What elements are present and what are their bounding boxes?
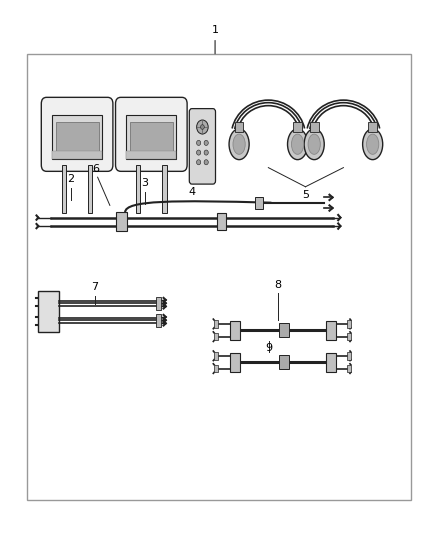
Ellipse shape (197, 120, 208, 134)
Bar (326, 321, 336, 340)
Text: 3: 3 (141, 178, 148, 188)
Bar (155, 314, 161, 327)
Bar (117, 212, 127, 231)
Bar (230, 321, 240, 340)
Bar (235, 123, 244, 132)
Text: 6: 6 (92, 164, 99, 174)
Bar (130, 122, 173, 152)
Bar (347, 365, 351, 372)
FancyBboxPatch shape (189, 109, 215, 184)
Ellipse shape (304, 129, 324, 160)
Text: 8: 8 (274, 280, 282, 290)
Bar (38, 292, 59, 332)
Ellipse shape (229, 129, 249, 160)
Ellipse shape (197, 150, 201, 155)
Bar (52, 115, 102, 159)
FancyBboxPatch shape (41, 98, 113, 171)
Bar (88, 165, 92, 213)
Bar (126, 115, 177, 159)
Bar (293, 123, 302, 132)
Ellipse shape (367, 134, 379, 155)
Bar (214, 333, 218, 341)
Bar (214, 320, 218, 328)
Bar (136, 165, 141, 213)
Bar (230, 353, 240, 372)
Bar (279, 356, 289, 369)
Bar (62, 165, 66, 213)
Ellipse shape (291, 134, 304, 155)
Bar (310, 123, 318, 132)
Text: 2: 2 (67, 174, 74, 184)
Ellipse shape (197, 160, 201, 165)
Text: 5: 5 (302, 190, 309, 200)
Bar (214, 352, 218, 360)
Text: 9: 9 (266, 343, 273, 353)
Bar (347, 333, 351, 341)
Bar (255, 197, 263, 209)
Bar (347, 320, 351, 328)
Bar (326, 353, 336, 372)
FancyBboxPatch shape (116, 98, 187, 171)
Text: 1: 1 (212, 25, 219, 54)
Bar (126, 151, 177, 159)
Bar (162, 165, 166, 213)
Bar (368, 123, 377, 132)
Bar (347, 352, 351, 360)
Bar (52, 151, 102, 159)
Bar (56, 122, 99, 152)
Bar (27, 54, 411, 500)
Ellipse shape (204, 140, 208, 146)
Text: 7: 7 (91, 282, 98, 292)
Ellipse shape (204, 160, 208, 165)
Ellipse shape (233, 134, 245, 155)
Ellipse shape (363, 129, 383, 160)
Bar (279, 324, 289, 337)
Ellipse shape (287, 129, 307, 160)
Bar (217, 213, 226, 230)
Bar (214, 365, 218, 372)
Bar (155, 297, 161, 310)
Text: 4: 4 (188, 187, 195, 197)
Ellipse shape (308, 134, 320, 155)
Ellipse shape (197, 140, 201, 146)
Ellipse shape (204, 150, 208, 155)
Ellipse shape (201, 125, 204, 130)
